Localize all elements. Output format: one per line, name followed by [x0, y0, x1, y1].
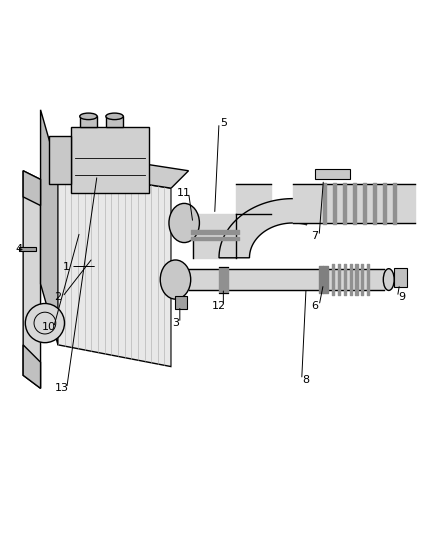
Text: 6: 6	[311, 301, 318, 311]
Ellipse shape	[80, 113, 97, 119]
Polygon shape	[23, 171, 41, 389]
Ellipse shape	[25, 303, 64, 343]
Polygon shape	[41, 110, 58, 345]
Text: 12: 12	[212, 301, 226, 311]
FancyBboxPatch shape	[175, 296, 187, 309]
Text: 5: 5	[220, 118, 227, 128]
Text: 7: 7	[311, 231, 318, 241]
Text: 9: 9	[398, 292, 405, 302]
Text: 8: 8	[303, 375, 310, 385]
Polygon shape	[23, 345, 41, 389]
Ellipse shape	[169, 204, 199, 243]
FancyBboxPatch shape	[80, 116, 97, 127]
Text: 10: 10	[42, 322, 56, 333]
FancyBboxPatch shape	[394, 268, 407, 287]
Polygon shape	[23, 171, 41, 206]
Text: 1: 1	[63, 262, 70, 271]
Text: 3: 3	[172, 318, 179, 328]
Polygon shape	[58, 154, 188, 188]
Polygon shape	[19, 247, 36, 251]
Ellipse shape	[383, 269, 394, 290]
FancyBboxPatch shape	[106, 116, 123, 127]
FancyBboxPatch shape	[315, 168, 350, 180]
Text: 11: 11	[177, 188, 191, 198]
Text: 4: 4	[15, 244, 22, 254]
Ellipse shape	[106, 113, 123, 119]
Polygon shape	[58, 171, 171, 367]
Ellipse shape	[160, 260, 191, 299]
Polygon shape	[49, 136, 71, 184]
Text: 13: 13	[55, 383, 69, 393]
FancyBboxPatch shape	[71, 127, 149, 192]
Text: 2: 2	[54, 292, 61, 302]
Polygon shape	[219, 199, 316, 258]
